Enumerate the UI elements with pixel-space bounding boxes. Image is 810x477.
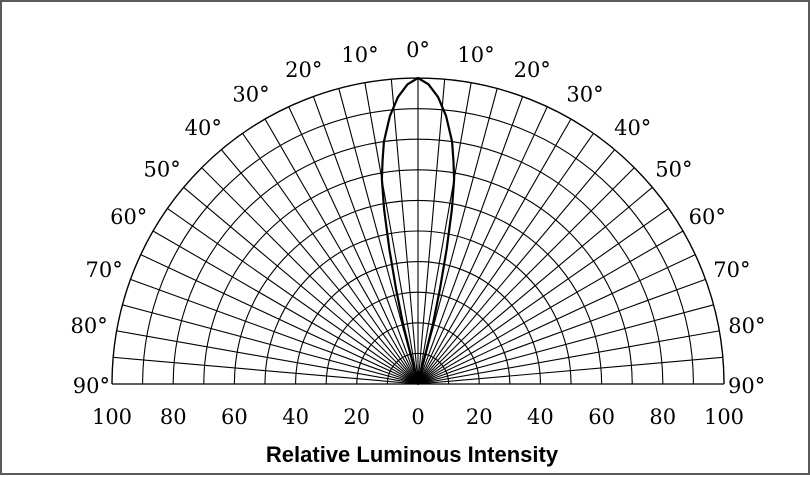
grid-spoke [183,186,419,385]
angle-label: 10° [341,43,378,67]
radial-tick-label: 80 [649,405,676,429]
angle-label: 70° [713,258,750,282]
grid-spoke [390,79,419,385]
angle-label: 50° [655,157,692,181]
radial-tick-label: 80 [160,405,187,429]
grid-spoke [417,330,720,385]
grid-spoke [242,133,419,385]
angle-label: 40° [614,116,651,140]
angle-label: 40° [185,116,222,140]
radial-tick-label: 0 [411,405,424,429]
angle-label: 70° [85,258,122,282]
radial-tick-label: 20 [466,405,493,429]
radial-tick-label: 100 [704,405,744,429]
grid-spoke [116,330,419,385]
grid-spoke [417,186,653,385]
angle-label: 60° [689,205,726,229]
radial-tick-label: 40 [527,405,554,429]
grid-spoke [264,118,419,385]
grid-spoke [201,167,419,385]
angle-label: 20° [514,58,551,82]
angle-label: 60° [110,205,147,229]
angle-label: 80° [728,314,765,338]
angle-label: 90° [73,374,110,398]
angle-label: 0° [406,38,430,62]
angle-label: 30° [566,83,603,107]
grid-spoke [417,304,714,385]
grid-spoke [417,118,572,385]
grid-spoke [312,96,419,385]
grid-spoke [417,356,723,385]
angle-label: 90° [728,374,765,398]
radial-tick-label: 20 [343,405,370,429]
intensity-lobe [380,76,456,386]
radial-tick-label: 40 [282,405,309,429]
grid-spoke [220,149,419,385]
grid-spoke [417,278,706,385]
polar-grid [111,77,725,385]
radial-tick-label: 100 [92,405,132,429]
angle-label: 30° [232,83,269,107]
grid-spoke [130,278,419,385]
intensity-curve [380,76,456,386]
grid-spoke [417,149,616,385]
grid-spoke [152,230,419,385]
radial-tick-labels: 100 80 60 40 20 0 20 40 60 80 100 [92,405,744,429]
grid-spoke [417,82,472,385]
grid-spoke [417,230,684,385]
angle-label: 10° [457,43,494,67]
grid-spoke [140,254,419,385]
angle-label: 50° [143,157,180,181]
grid-spoke [417,167,635,385]
x-axis-label: Relative Luminous Intensity [266,442,559,467]
grid-spoke [122,304,419,385]
grid-spoke [417,96,524,385]
grid-spoke [167,208,419,385]
radial-tick-label: 60 [221,405,248,429]
grid-spoke [417,79,446,385]
angle-labels: 90°80°70°60°50°40°30°20°10° 0° 10°20°30°40… [70,38,765,398]
grid-spoke [417,133,594,385]
grid-spoke [417,106,548,385]
grid-spoke [364,82,419,385]
angle-label: 20° [285,58,322,82]
grid-spoke [113,356,419,385]
angle-label: 80° [70,314,107,338]
grid-spoke [417,208,669,385]
grid-spoke [417,254,696,385]
radial-tick-label: 60 [588,405,615,429]
grid-spoke [288,106,419,385]
